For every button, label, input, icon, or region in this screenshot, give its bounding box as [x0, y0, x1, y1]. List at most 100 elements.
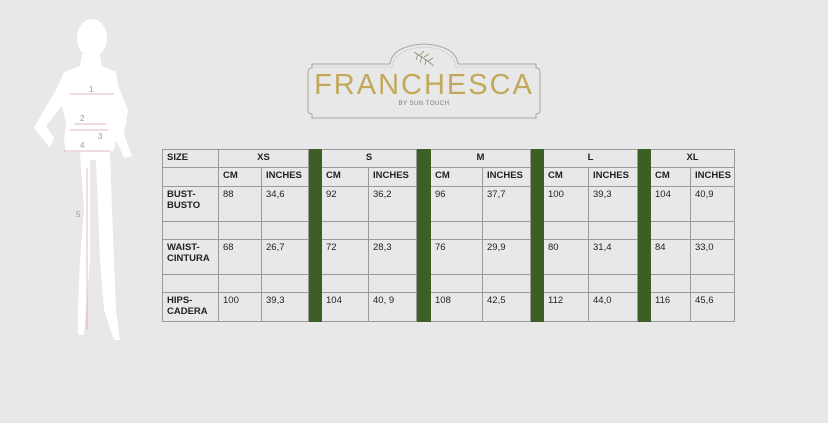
empty-cell	[650, 221, 692, 240]
empty-cell	[690, 274, 736, 293]
column-separator	[530, 292, 545, 322]
empty-cell	[162, 221, 219, 240]
value-inches: 39,3	[588, 186, 639, 222]
value-cm: 68	[218, 239, 262, 275]
body-measurement-figure: 1 2 3 4 5	[34, 19, 132, 340]
value-cm: 104	[650, 186, 692, 222]
spacer-row	[162, 274, 736, 293]
value-cm: 116	[650, 292, 692, 322]
column-separator	[637, 186, 652, 222]
value-cm: 104	[321, 292, 369, 322]
measure-label-1: 1	[89, 85, 94, 94]
empty-cell	[218, 221, 262, 240]
empty-cell	[588, 221, 639, 240]
logo-frame	[307, 43, 541, 119]
measurement-label: BUST- BUSTO	[162, 186, 219, 222]
column-separator	[416, 274, 431, 293]
empty-cell	[543, 221, 590, 240]
value-cm: 100	[218, 292, 262, 322]
value-cm: 88	[218, 186, 262, 222]
value-inches: 40,9	[690, 186, 736, 222]
value-inches: 28,3	[368, 239, 417, 275]
column-separator	[308, 149, 322, 168]
size-label: SIZE	[162, 149, 219, 168]
empty-cell	[481, 274, 532, 293]
value-inches: 39,3	[261, 292, 309, 322]
measure-label-3: 3	[98, 132, 103, 141]
unit-cm: CM	[430, 167, 483, 187]
column-separator	[530, 274, 545, 293]
column-separator	[416, 292, 431, 322]
empty-cell	[321, 274, 369, 293]
measurement-label: WAIST- CINTURA	[162, 239, 219, 275]
size-header-xs: XS	[218, 149, 309, 168]
column-separator	[637, 274, 652, 293]
value-inches: 31,4	[588, 239, 639, 275]
label-en: WAIST-	[167, 242, 200, 253]
empty-cell	[321, 221, 369, 240]
value-inches: 36,2	[368, 186, 417, 222]
column-separator	[637, 292, 652, 322]
size-header-row: SIZE XS S M L XL	[162, 149, 736, 168]
value-cm: 80	[543, 239, 590, 275]
value-cm: 100	[543, 186, 590, 222]
label-es: CADERA	[167, 306, 208, 317]
empty-cell	[261, 221, 309, 240]
column-separator	[416, 186, 431, 222]
column-separator	[530, 149, 545, 168]
column-separator	[637, 167, 652, 187]
unit-cm: CM	[321, 167, 369, 187]
brand-name: FRANCHESCA	[314, 69, 534, 101]
column-separator	[416, 221, 431, 240]
empty-cell	[543, 274, 590, 293]
label-en: BUST-	[167, 189, 196, 200]
column-separator	[416, 149, 431, 168]
empty-cell	[162, 167, 219, 187]
column-separator	[637, 239, 652, 275]
empty-cell	[261, 274, 309, 293]
measure-label-5: 5	[76, 210, 81, 219]
table-row: BUST- BUSTO 88 34,6 92 36,2 96 37,7 100 39,3 104 40…	[162, 186, 736, 222]
measure-label-4: 4	[80, 141, 85, 150]
unit-inches: INCHES	[588, 167, 639, 187]
measure-label-2: 2	[80, 114, 85, 123]
value-cm: 96	[430, 186, 483, 222]
spacer-row	[162, 221, 736, 240]
unit-inches: INCHES	[368, 167, 417, 187]
column-separator	[308, 274, 322, 293]
column-separator	[416, 167, 431, 187]
label-en: HIPS-	[167, 295, 193, 306]
value-inches: 29,9	[481, 239, 532, 275]
size-header-s: S	[321, 149, 417, 168]
value-inches: 44,0	[588, 292, 639, 322]
value-cm: 84	[650, 239, 692, 275]
value-inches: 37,7	[481, 186, 532, 222]
column-separator	[637, 221, 652, 240]
value-cm: 112	[543, 292, 590, 322]
column-separator	[308, 221, 322, 240]
unit-header-row: CM INCHES CM INCHES CM INCHES CM INCHES CM INCHES	[162, 167, 736, 187]
table-row: WAIST- CINTURA 68 26,7 72 28,3 76 29,9 80 31,4 84 3…	[162, 239, 736, 275]
measurement-label: HIPS- CADERA	[162, 292, 219, 322]
label-es: CINTURA	[167, 253, 210, 264]
unit-inches: INCHES	[690, 167, 736, 187]
size-header-xl: XL	[650, 149, 736, 168]
column-separator	[416, 239, 431, 275]
column-separator	[530, 167, 545, 187]
size-chart-table: SIZE XS S M L XL CM INCHES CM INCHES CM INCHES CM INC…	[162, 149, 736, 322]
empty-cell	[690, 221, 736, 240]
value-cm: 92	[321, 186, 369, 222]
empty-cell	[430, 274, 483, 293]
brand-logo: FRANCHESCA BY SUN TOUCH	[306, 42, 542, 120]
value-cm: 72	[321, 239, 369, 275]
empty-cell	[481, 221, 532, 240]
column-separator	[308, 239, 322, 275]
empty-cell	[368, 221, 417, 240]
column-separator	[308, 167, 322, 187]
column-separator	[530, 239, 545, 275]
value-cm: 76	[430, 239, 483, 275]
size-header-m: M	[429, 149, 532, 168]
empty-cell	[368, 274, 417, 293]
column-separator	[308, 292, 322, 322]
empty-cell	[218, 274, 262, 293]
